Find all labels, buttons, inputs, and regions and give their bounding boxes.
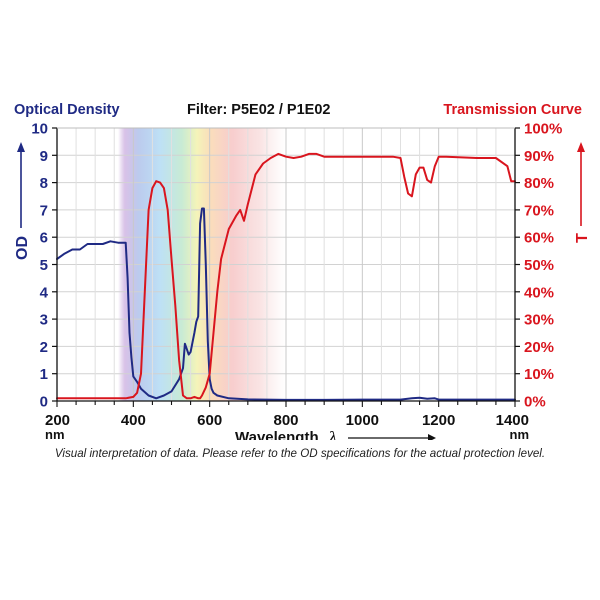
chart-plot: 0123456789100%10%20%30%40%50%60%70%80%90…: [14, 121, 591, 440]
od-tick-label: 9: [40, 148, 48, 165]
x-unit-label-left: nm: [45, 427, 65, 440]
x-tick-label: 1000: [346, 412, 379, 429]
od-tick-label: 5: [40, 257, 48, 274]
transmission-arrowhead: [577, 142, 585, 152]
x-tick-label: 1200: [422, 412, 455, 429]
od-tick-label: 0: [40, 394, 48, 411]
od-tick-label: 2: [40, 339, 48, 356]
od-axis-label: OD: [14, 236, 31, 260]
lambda-symbol: λ: [327, 428, 338, 440]
footnote: Visual interpretation of data. Please re…: [54, 447, 546, 460]
od-tick-label: 6: [40, 230, 48, 247]
transmission-tick-label: 0%: [524, 394, 546, 411]
transmission-tick-label: 20%: [524, 339, 554, 356]
od-curve: [56, 207, 516, 401]
od-tick-label: 8: [40, 175, 48, 192]
x-unit-label-right: nm: [510, 427, 530, 440]
od-tick-label: 1: [40, 366, 48, 383]
optical-density-header: Optical Density: [14, 102, 120, 118]
x-tick-label: 200: [45, 412, 70, 429]
transmission-tick-label: 100%: [524, 121, 562, 138]
od-tick-label: 10: [31, 121, 48, 138]
x-tick-label: 400: [121, 412, 146, 429]
x-tick-label: 600: [197, 412, 222, 429]
transmission-tick-label: 90%: [524, 148, 554, 165]
wavelength-arrowhead: [428, 434, 436, 440]
transmission-axis-label: T: [574, 233, 591, 243]
transmission-tick-label: 30%: [524, 312, 554, 329]
transmission-tick-label: 70%: [524, 202, 554, 219]
transmission-curve: [56, 152, 516, 400]
transmission-tick-label: 40%: [524, 284, 554, 301]
transmission-tick-label: 60%: [524, 230, 554, 247]
transmission-curve-header: Transmission Curve: [443, 102, 582, 118]
transmission-tick-label: 10%: [524, 366, 554, 383]
od-tick-label: 3: [40, 312, 48, 329]
od-tick-label: 7: [40, 202, 48, 219]
x-tick-label: 1400: [496, 412, 529, 429]
x-axis-title: Wavelength: [235, 429, 319, 440]
transmission-tick-label: 50%: [524, 257, 554, 274]
x-tick-label: 800: [273, 412, 298, 429]
od-tick-label: 4: [40, 284, 49, 301]
od-arrowhead: [17, 142, 25, 152]
chart-title: Filter: P5E02 / P1E02: [187, 102, 331, 118]
transmission-tick-label: 80%: [524, 175, 554, 192]
